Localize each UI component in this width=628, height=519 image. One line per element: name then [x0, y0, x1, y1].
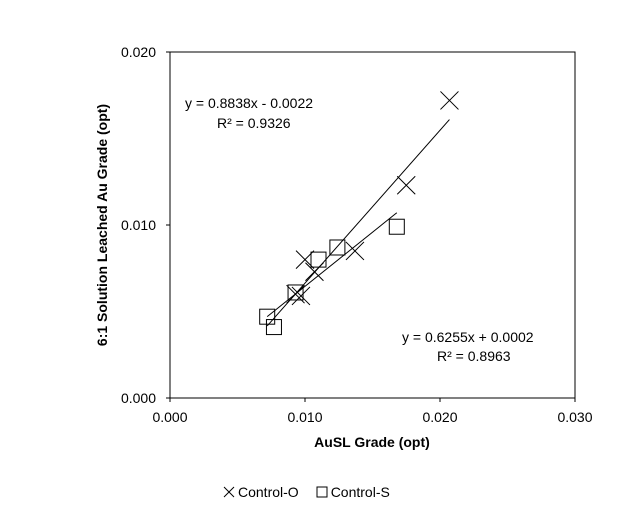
legend-item-control-o: Control-O: [222, 484, 299, 500]
plot-area: [169, 51, 576, 399]
x-tick-label: 0.020: [422, 409, 457, 425]
trendline-control-o-r2: R² = 0.9326: [217, 115, 291, 131]
y-tick-label: 0.000: [121, 390, 156, 406]
axis-ticks: 0.000 0.010 0.020 0.030 0.000 0.010 0.020: [121, 44, 593, 425]
trendline-control-o-equation: y = 0.8838x - 0.0022: [185, 95, 313, 111]
data-point-control-o: [396, 175, 416, 195]
x-tick-label: 0.000: [152, 409, 187, 425]
trendline-control-s-r2: R² = 0.8963: [437, 348, 511, 364]
x-tick-label: 0.030: [557, 409, 592, 425]
scatter-chart: 0.000 0.010 0.020 0.030 0.000 0.010 0.020 y = …: [94, 44, 593, 450]
legend-label-control-o: Control-O: [238, 484, 299, 500]
y-axis-label: 6:1 Solution Leached Au Grade (opt): [94, 104, 110, 346]
x-marker-icon: [223, 486, 235, 498]
data-point-control-s: [329, 239, 346, 256]
x-tick-label: 0.010: [287, 409, 322, 425]
x-marker-stroke: [440, 91, 459, 110]
trendline-control-s: [266, 212, 398, 318]
data-point-control-o: [305, 262, 324, 282]
data-point-control-o: [440, 91, 459, 110]
data-point-control-s: [259, 308, 276, 325]
legend: Control-O Control-S: [222, 484, 406, 500]
y-tick-label: 0.010: [121, 217, 156, 233]
x-marker-stroke: [345, 241, 365, 261]
data-point-control-s: [310, 251, 327, 268]
trendline-control-s-equation: y = 0.6255x + 0.0002: [402, 329, 534, 345]
x-marker-stroke: [291, 286, 311, 306]
data-point-control-s: [265, 319, 282, 336]
data-point-control-s: [388, 218, 405, 235]
square-marker-icon: [316, 486, 328, 498]
x-marker-stroke: [305, 262, 324, 282]
data-markers: [259, 91, 459, 336]
x-marker-stroke: [396, 175, 416, 195]
data-point-control-s: [287, 284, 304, 301]
legend-label-control-s: Control-S: [330, 484, 390, 500]
x-axis-label: AuSL Grade (opt): [314, 434, 430, 450]
y-tick-label: 0.020: [121, 44, 156, 60]
legend-item-control-s: Control-S: [315, 484, 390, 500]
data-point-control-o: [291, 286, 311, 306]
data-point-control-o: [345, 241, 365, 261]
